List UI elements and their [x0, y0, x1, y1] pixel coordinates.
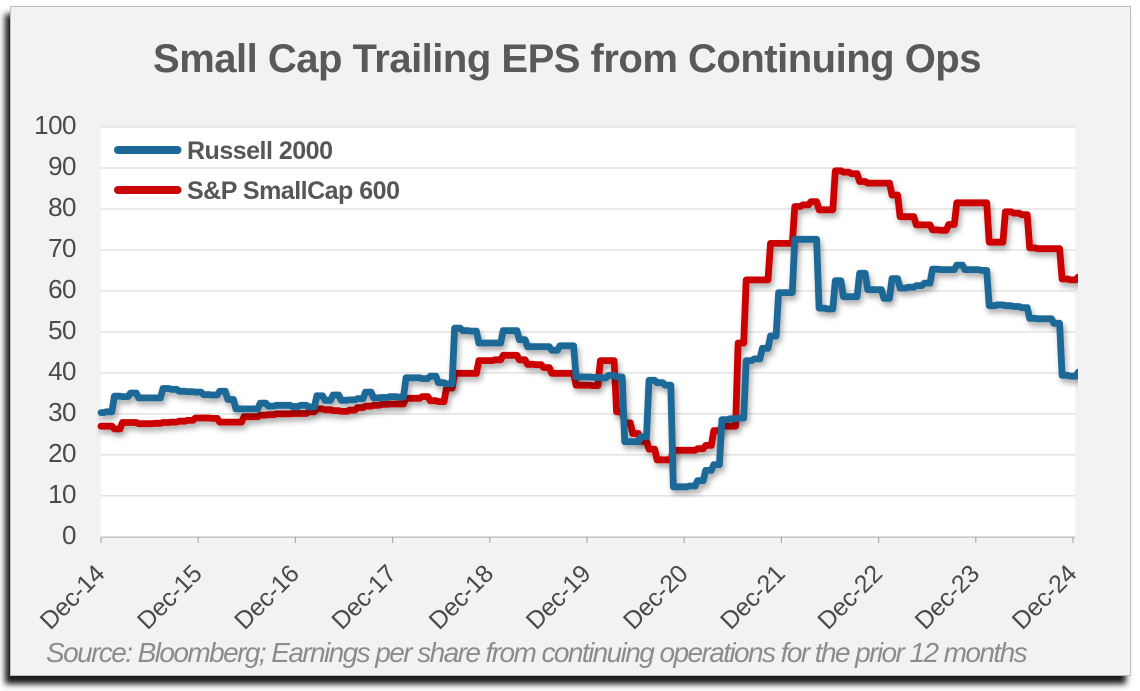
svg-text:Dec-22: Dec-22: [812, 560, 888, 636]
svg-text:30: 30: [48, 397, 76, 427]
svg-text:80: 80: [48, 192, 76, 222]
svg-text:Dec-21: Dec-21: [715, 560, 791, 636]
svg-text:Dec-14: Dec-14: [35, 559, 111, 635]
svg-text:40: 40: [48, 356, 76, 386]
svg-text:Dec-16: Dec-16: [229, 560, 305, 636]
svg-text:S&P SmallCap 600: S&P SmallCap 600: [187, 177, 399, 205]
svg-text:Dec-23: Dec-23: [910, 560, 986, 636]
svg-text:Dec-15: Dec-15: [132, 560, 208, 636]
svg-text:50: 50: [48, 315, 76, 345]
svg-text:Small Cap Trailing EPS from Co: Small Cap Trailing EPS from Continuing O…: [153, 37, 981, 81]
svg-text:Dec-17: Dec-17: [326, 560, 402, 636]
svg-text:0: 0: [62, 520, 76, 550]
svg-text:60: 60: [48, 274, 76, 304]
svg-text:90: 90: [48, 151, 76, 181]
svg-text:Dec-24: Dec-24: [1007, 559, 1083, 635]
svg-text:10: 10: [48, 479, 76, 509]
svg-text:20: 20: [48, 438, 76, 468]
svg-text:Dec-20: Dec-20: [618, 560, 694, 636]
svg-text:70: 70: [48, 233, 76, 263]
svg-text:100: 100: [34, 110, 76, 140]
svg-text:Dec-18: Dec-18: [424, 560, 500, 636]
svg-text:Russell 2000: Russell 2000: [187, 137, 333, 165]
svg-text:Source: Bloomberg; Earnings pe: Source: Bloomberg; Earnings per share fr…: [46, 637, 1028, 668]
svg-text:Dec-19: Dec-19: [521, 560, 597, 636]
